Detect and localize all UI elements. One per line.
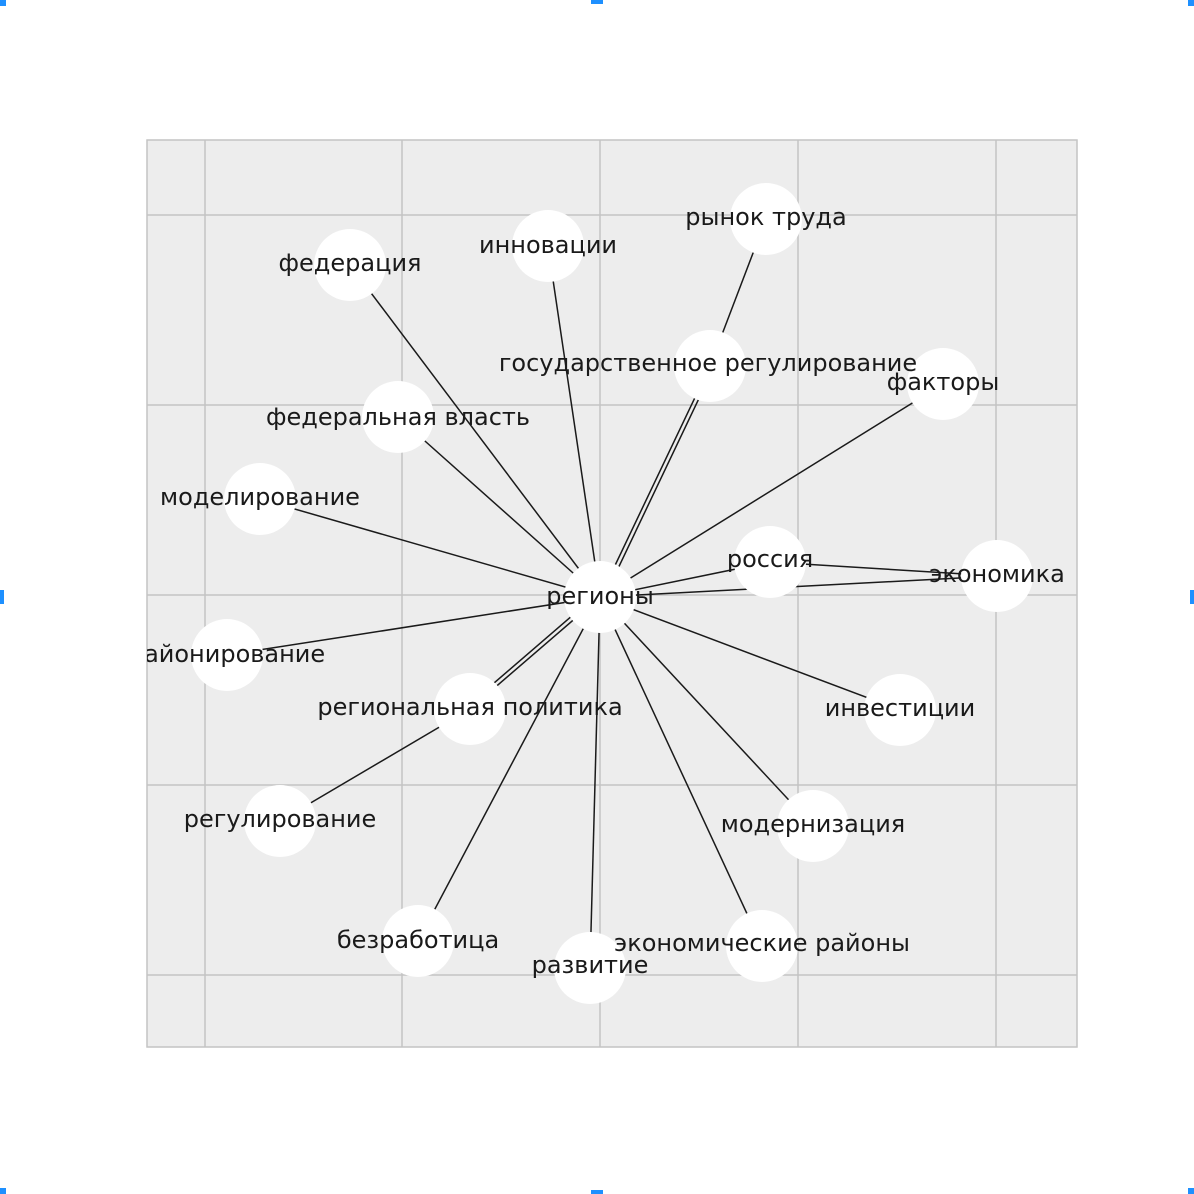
- node-federation: [314, 229, 386, 301]
- node-labels: регионы россия экономика факторыгосударстве…: [129, 203, 1065, 979]
- node-label-federation: федерация: [279, 249, 422, 277]
- node-label-innov: инновации: [479, 231, 617, 259]
- node-label-economy: экономика: [929, 560, 1065, 588]
- handle-bottom[interactable]: [591, 1190, 603, 1194]
- edge-regions-development: [589, 596, 601, 969]
- node-innov: [512, 210, 584, 282]
- edge-regions-factors: [599, 383, 944, 598]
- node-economy: [961, 540, 1033, 612]
- node-label-labor: рынок труда: [685, 203, 846, 231]
- node-label-unemployment: безработица: [337, 926, 499, 954]
- node-development: [554, 932, 626, 1004]
- node-label-fed_power: федеральная власть: [266, 403, 530, 431]
- edges: [226, 218, 998, 969]
- node-regions: [564, 561, 636, 633]
- edge-reg_policy-regulation: [279, 708, 471, 822]
- node-regulation: [244, 785, 316, 857]
- node-label-gov_reg: государственное регулирование: [499, 349, 917, 377]
- node-factors: [907, 348, 979, 420]
- edge-regions-federation: [349, 264, 601, 598]
- handle-left[interactable]: [0, 590, 4, 604]
- node-econ_regions: [726, 910, 798, 982]
- handle-top-left[interactable]: [0, 0, 6, 6]
- handle-right[interactable]: [1190, 590, 1194, 604]
- node-label-regulation: регулирование: [184, 805, 377, 833]
- edge-regions-innov: [547, 245, 601, 598]
- node-modeling: [224, 463, 296, 535]
- node-label-development: развитие: [532, 951, 649, 979]
- edge-regions-gov_reg: [602, 367, 715, 600]
- edge-regions-modernization: [599, 596, 814, 827]
- handle-bottom-right[interactable]: [1188, 1188, 1194, 1194]
- node-zoning: [191, 619, 263, 691]
- edge-regions-zoning: [226, 596, 601, 656]
- edge-regions-fed_power: [397, 416, 601, 598]
- node-label-econ_regions: экономические районы: [614, 929, 910, 957]
- handle-top[interactable]: [591, 0, 603, 4]
- node-reg_policy: [434, 673, 506, 745]
- node-label-factors: факторы: [887, 368, 1000, 396]
- node-label-russia: россия: [727, 545, 813, 573]
- node-labor: [730, 183, 802, 255]
- edge-regions-gov_reg: [599, 365, 711, 598]
- edge-regions-investments: [599, 596, 901, 711]
- node-fed_power: [362, 381, 434, 453]
- node-label-modeling: моделирование: [160, 483, 360, 511]
- node-gov_reg: [674, 330, 746, 402]
- edge-regions-economy: [599, 575, 998, 598]
- node-modernization: [777, 790, 849, 862]
- node-label-zoning: районирование: [129, 640, 325, 668]
- node-label-investments: инвестиции: [825, 694, 976, 722]
- node-label-modernization: модернизация: [721, 810, 906, 838]
- edge-regions-econ_regions: [599, 596, 763, 947]
- edge-russia-economy: [769, 561, 998, 577]
- node-label-reg_policy: региональная политика: [317, 693, 622, 721]
- handle-top-right[interactable]: [1188, 0, 1194, 6]
- node-russia: [734, 526, 806, 598]
- edge-regions-unemployment: [417, 596, 601, 942]
- nodes: [191, 183, 1033, 1004]
- handle-bottom-left[interactable]: [0, 1188, 6, 1194]
- edge-regions-modeling: [259, 498, 601, 598]
- node-unemployment: [382, 905, 454, 977]
- node-investments: [864, 674, 936, 746]
- node-label-regions: регионы: [546, 582, 654, 610]
